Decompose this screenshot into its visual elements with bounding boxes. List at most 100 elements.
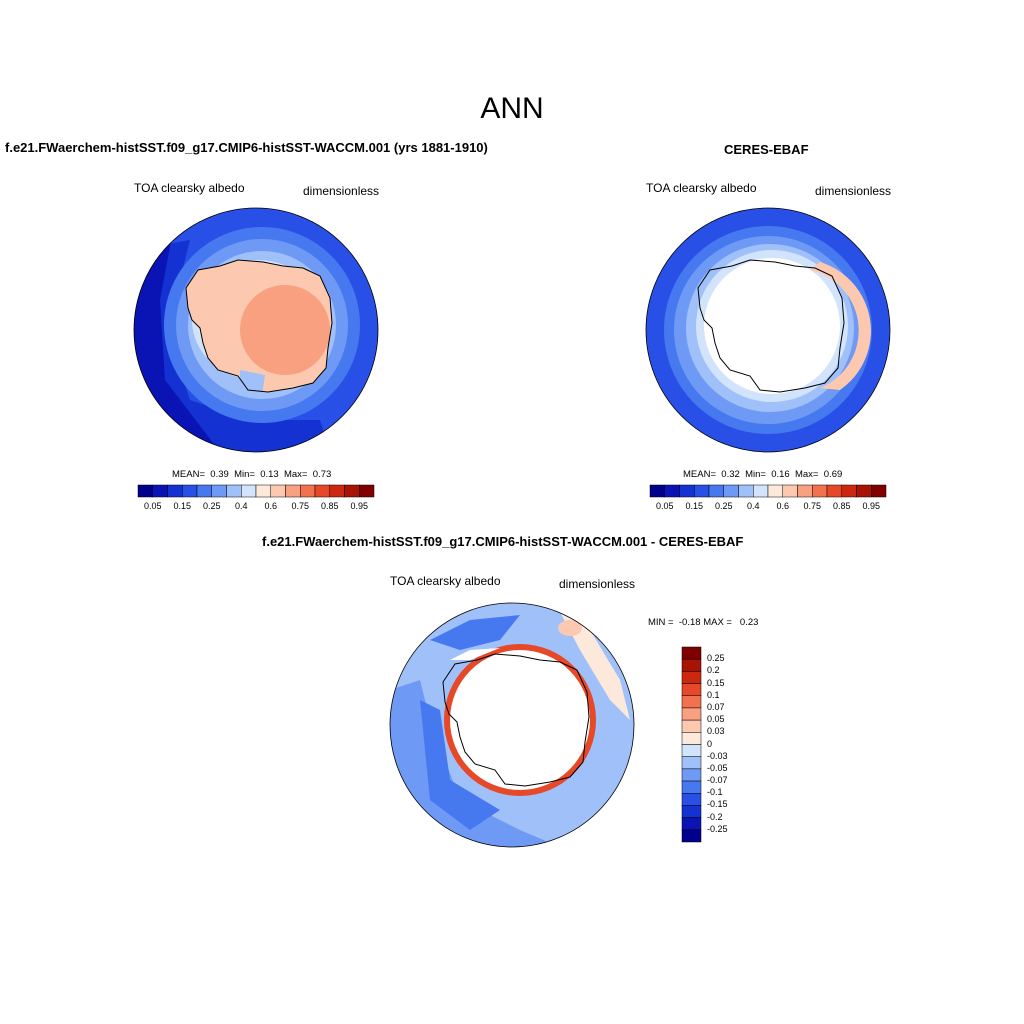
colorbar-swatch	[182, 484, 198, 498]
colorbar-difference	[681, 646, 702, 843]
colorbar-swatch	[649, 484, 665, 498]
colorbar-swatch	[694, 484, 710, 498]
colorbar-swatch	[681, 744, 702, 757]
panel1-units: dimensionless	[303, 184, 380, 198]
colorbar-tick-label: 0.85	[320, 501, 339, 511]
colorbar-swatch	[152, 484, 168, 498]
panel1-min: 0.13	[260, 469, 279, 480]
panel3-title: f.e21.FWaerchem-histSST.f09_g17.CMIP6-hi…	[262, 534, 744, 549]
panel2-stats: MEAN= 0.32 Min= 0.16 Max= 0.69	[683, 469, 842, 480]
colorbar-swatch	[723, 484, 739, 498]
panel3-min: -0.18	[678, 617, 701, 628]
colorbar-tick-label: 0.05	[707, 714, 725, 725]
colorbar-tick-label: 0.15	[707, 677, 725, 688]
colorbar-tick-label: 0.25	[202, 501, 221, 511]
colorbar-swatch	[344, 484, 360, 498]
colorbar-tick-label: 0.95	[862, 501, 881, 511]
colorbar-observations	[649, 484, 887, 498]
map-observations	[646, 208, 890, 452]
colorbar-tick-label: 0.2	[707, 665, 720, 676]
colorbar-tick-label: 0.6	[776, 501, 789, 511]
colorbar-swatch	[681, 671, 702, 684]
colorbar-tick-label: 0.4	[746, 501, 760, 511]
colorbar-swatch	[797, 484, 813, 498]
colorbar-swatch	[681, 817, 702, 831]
colorbar-swatch	[226, 484, 242, 498]
colorbar-swatch	[767, 484, 783, 498]
colorbar-swatch	[681, 719, 702, 733]
colorbar-tick-label: -0.1	[707, 787, 723, 798]
colorbar-tick-label: -0.25	[707, 823, 728, 834]
colorbar-swatch	[196, 484, 212, 498]
panel2-variable: TOA clearsky albedo	[646, 181, 757, 195]
colorbar-swatch	[167, 484, 183, 498]
colorbar-tick-label: -0.05	[707, 762, 728, 773]
colorbar-tick-label: -0.07	[707, 775, 728, 786]
panel1-title: f.e21.FWaerchem-histSST.f09_g17.CMIP6-hi…	[5, 140, 488, 155]
panel3-variable: TOA clearsky albedo	[390, 574, 501, 588]
colorbar-tick-label: 0.6	[264, 501, 277, 511]
colorbar-tick-label: 0	[707, 738, 713, 749]
panel1-variable: TOA clearsky albedo	[134, 181, 245, 195]
colorbar-swatch	[270, 484, 286, 498]
colorbar-swatch	[856, 484, 872, 498]
colorbar-tick-label: 0.25	[707, 653, 725, 664]
colorbar-swatch	[681, 658, 702, 672]
panel2-mean: 0.32	[721, 469, 740, 480]
colorbar-swatch	[285, 484, 301, 498]
colorbar-tick-label: 0.03	[707, 726, 725, 737]
colorbar-model	[137, 484, 375, 498]
colorbar-swatch	[681, 829, 702, 843]
colorbar-swatch	[753, 484, 769, 498]
colorbar-swatch	[871, 484, 887, 498]
map-difference	[390, 603, 634, 847]
panel1-mean-label: MEAN=	[172, 469, 205, 480]
colorbar-swatch	[314, 484, 330, 498]
panel2-title: CERES-EBAF	[724, 142, 809, 157]
colorbar-swatch	[664, 484, 680, 498]
panel2-units: dimensionless	[815, 184, 892, 198]
colorbar-swatch	[211, 484, 227, 498]
colorbar-tick-label: 0.85	[832, 501, 851, 511]
colorbar-tick-label: 0.05	[655, 501, 674, 511]
panel3-max: 0.23	[739, 617, 759, 628]
colorbar-tick-label: 0.15	[173, 501, 192, 511]
panel3-max-label: MAX =	[703, 617, 732, 628]
colorbar-swatch	[255, 484, 271, 498]
colorbar-swatch	[681, 768, 702, 782]
colorbar-tick-label: 0.1	[707, 689, 720, 700]
colorbar-tick-label: 0.25	[714, 501, 733, 511]
colorbar-tick-label: -0.15	[707, 799, 728, 810]
colorbar-swatch	[681, 805, 702, 818]
colorbar-swatch	[681, 646, 702, 660]
panel3-min-label: MIN =	[648, 617, 674, 628]
colorbar-tick-label: 0.07	[707, 701, 725, 712]
colorbar-swatch	[329, 484, 345, 498]
panel2-max-label: Max=	[794, 469, 819, 480]
colorbar-swatch	[679, 484, 695, 498]
colorbar-swatch	[681, 707, 702, 721]
colorbar-swatch	[681, 683, 702, 696]
panel1-stats: MEAN= 0.39 Min= 0.13 Max= 0.73	[172, 469, 331, 480]
colorbar-swatch	[681, 695, 702, 709]
colorbar-swatch	[812, 484, 828, 498]
colorbar-tick-label: 0.05	[143, 501, 162, 511]
panel1-mean: 0.39	[210, 469, 229, 480]
map-model	[134, 208, 378, 452]
panel2-mean-label: MEAN=	[683, 469, 716, 480]
colorbar-swatch	[300, 484, 316, 498]
panel1-min-label: Min=	[234, 469, 255, 480]
colorbar-swatch	[708, 484, 724, 498]
panel1-max-label: Max=	[283, 469, 308, 480]
panel3-stats: MIN = -0.18 MAX = 0.23	[648, 617, 758, 628]
colorbar-swatch	[826, 484, 842, 498]
colorbar-swatch	[738, 484, 754, 498]
colorbar-swatch	[681, 732, 702, 745]
colorbar-tick-label: 0.75	[291, 501, 310, 511]
colorbar-swatch	[137, 484, 153, 498]
colorbar-tick-label: -0.03	[707, 750, 728, 761]
colorbar-swatch	[681, 793, 702, 806]
panel2-min-label: Min=	[745, 469, 766, 480]
colorbar-swatch	[241, 484, 257, 498]
colorbar-tick-label: 0.95	[350, 501, 369, 511]
